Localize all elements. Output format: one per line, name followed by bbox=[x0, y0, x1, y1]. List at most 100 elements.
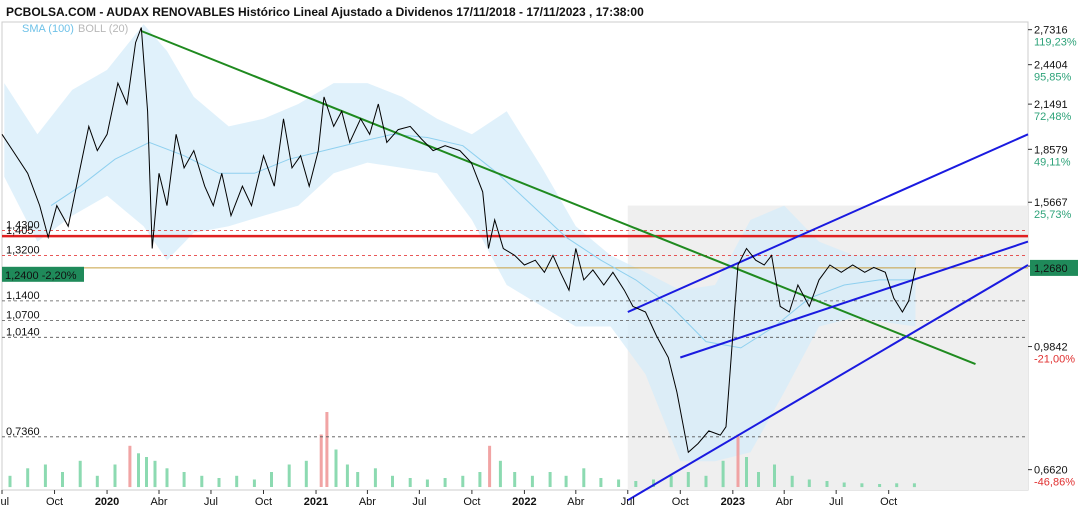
volume-bar-27 bbox=[408, 478, 412, 487]
x-tick-label-15: Abr bbox=[776, 496, 793, 508]
volume-bar-42 bbox=[652, 479, 655, 487]
volume-bar-50 bbox=[773, 464, 776, 487]
y-tick-price-3: 1,8579 bbox=[1034, 144, 1068, 156]
y-tick-pct-7: -46,86% bbox=[1034, 477, 1075, 489]
y-tick-price-7: 0,6620 bbox=[1034, 465, 1068, 477]
x-tick-label-5: Oct bbox=[255, 496, 272, 508]
volume-bar-8 bbox=[137, 453, 140, 488]
volume-bar-23 bbox=[345, 464, 349, 487]
level-label-4: 1,0700 bbox=[6, 310, 40, 322]
x-tick-label-16: Jul bbox=[829, 496, 843, 508]
trendline-canal-superior bbox=[627, 133, 1029, 313]
volume-bar-31 bbox=[478, 472, 482, 487]
y-tick-pct-3: 49,11% bbox=[1034, 156, 1071, 168]
volume-bar-19 bbox=[304, 460, 308, 488]
x-tick-label-4: Jul bbox=[204, 496, 218, 508]
x-tick-label-8: Jul bbox=[412, 496, 426, 508]
volume-bar-38 bbox=[582, 468, 586, 488]
volume-bar-18 bbox=[287, 464, 291, 487]
y-tick-price-0: 2,7316 bbox=[1034, 25, 1068, 37]
volume-bar-35 bbox=[530, 475, 534, 488]
y-tick-pct-2: 72,48% bbox=[1034, 111, 1072, 123]
legend-sma: SMA (100) bbox=[22, 23, 74, 35]
level-label-6: 0,7360 bbox=[6, 426, 40, 438]
volume-bar-47 bbox=[736, 434, 740, 487]
x-tick-label-10: 2022 bbox=[512, 496, 536, 508]
level-label-3: 1,1400 bbox=[6, 290, 40, 302]
y-tick-price-4: 1,5667 bbox=[1034, 197, 1068, 209]
x-tick-label-12: Jul bbox=[621, 496, 635, 508]
volume-bar-40 bbox=[617, 479, 621, 487]
volume-bar-36 bbox=[548, 472, 552, 487]
volume-bar-56 bbox=[878, 484, 882, 487]
volume-bar-21 bbox=[325, 412, 329, 487]
y-tick-pct-6: -21,00% bbox=[1034, 354, 1075, 366]
volume-bar-44 bbox=[686, 472, 690, 487]
volume-bar-14 bbox=[217, 478, 221, 487]
x-tick-label-2: 2020 bbox=[95, 496, 119, 508]
x-tick-label-0: Jul bbox=[0, 496, 9, 508]
volume-bar-15 bbox=[235, 475, 239, 488]
volume-bar-51 bbox=[790, 475, 794, 488]
volume-bar-24 bbox=[356, 472, 360, 487]
volume-bar-20 bbox=[319, 434, 323, 487]
last-price-box bbox=[1030, 259, 1078, 276]
x-tick-label-11: Abr bbox=[567, 496, 584, 508]
trendline-canal-inferior bbox=[627, 264, 1029, 502]
volume-bar-53 bbox=[825, 481, 829, 487]
x-tick-label-7: Abr bbox=[359, 496, 376, 508]
volume-bar-11 bbox=[165, 468, 169, 488]
volume-bar-1 bbox=[26, 468, 30, 488]
volume-bar-17 bbox=[270, 472, 273, 487]
sma-line bbox=[50, 133, 916, 349]
volume-bar-10 bbox=[153, 460, 157, 488]
price-line bbox=[1, 27, 916, 454]
current-value-label: 1,2400 -2,20% bbox=[5, 270, 77, 282]
volume-bar-2 bbox=[43, 464, 47, 487]
volume-bar-54 bbox=[842, 482, 846, 487]
y-tick-price-1: 2,4404 bbox=[1034, 60, 1068, 72]
volume-bar-32 bbox=[488, 445, 492, 488]
trendline-canal-medio bbox=[679, 240, 1029, 359]
y-tick-price-6: 0,9842 bbox=[1034, 342, 1068, 354]
volume-bar-25 bbox=[373, 468, 377, 488]
legend-boll: BOLL (20) bbox=[78, 23, 128, 35]
y-tick-price-2: 2,1491 bbox=[1034, 99, 1068, 111]
volume-bar-7 bbox=[128, 445, 132, 488]
current-value-box bbox=[2, 266, 84, 282]
volume-bar-12 bbox=[182, 472, 186, 487]
volume-bar-41 bbox=[634, 481, 638, 487]
x-tick-label-14: 2023 bbox=[721, 496, 745, 508]
x-tick-label-3: Abr bbox=[150, 496, 167, 508]
volume-bar-5 bbox=[95, 475, 99, 488]
volume-bar-34 bbox=[513, 472, 517, 487]
x-tick-label-1: Oct bbox=[46, 496, 63, 508]
level-label-0: 1,4300 bbox=[6, 220, 40, 232]
volume-bar-52 bbox=[807, 479, 811, 487]
volume-bar-28 bbox=[425, 479, 429, 487]
volume-bar-29 bbox=[443, 478, 447, 487]
volume-bar-37 bbox=[564, 475, 568, 488]
level-label-2: 1,3200 bbox=[6, 244, 40, 256]
volume-bar-58 bbox=[912, 483, 916, 488]
x-tick-label-13: Oct bbox=[672, 496, 689, 508]
y-tick-pct-4: 25,73% bbox=[1034, 209, 1072, 221]
volume-bar-49 bbox=[757, 472, 760, 487]
volume-bar-9 bbox=[145, 457, 148, 487]
volume-bar-39 bbox=[599, 478, 603, 487]
volume-bar-46 bbox=[721, 460, 725, 488]
bollinger-band bbox=[4, 24, 916, 462]
volume-bar-16 bbox=[252, 479, 256, 487]
x-tick-label-9: Oct bbox=[463, 496, 480, 508]
volume-bar-33 bbox=[498, 460, 502, 488]
volume-bar-0 bbox=[8, 475, 12, 488]
volume-bar-43 bbox=[669, 475, 673, 488]
y-tick-pct-0: 119,23% bbox=[1034, 37, 1077, 49]
chart-title: PCBOLSA.COM - AUDAX RENOVABLES Histórico… bbox=[6, 5, 644, 19]
volume-bar-4 bbox=[78, 460, 82, 488]
x-tick-label-17: Oct bbox=[880, 496, 897, 508]
y-tick-pct-1: 95,85% bbox=[1034, 72, 1072, 84]
volume-bar-3 bbox=[61, 472, 64, 487]
volume-bar-48 bbox=[745, 457, 748, 487]
